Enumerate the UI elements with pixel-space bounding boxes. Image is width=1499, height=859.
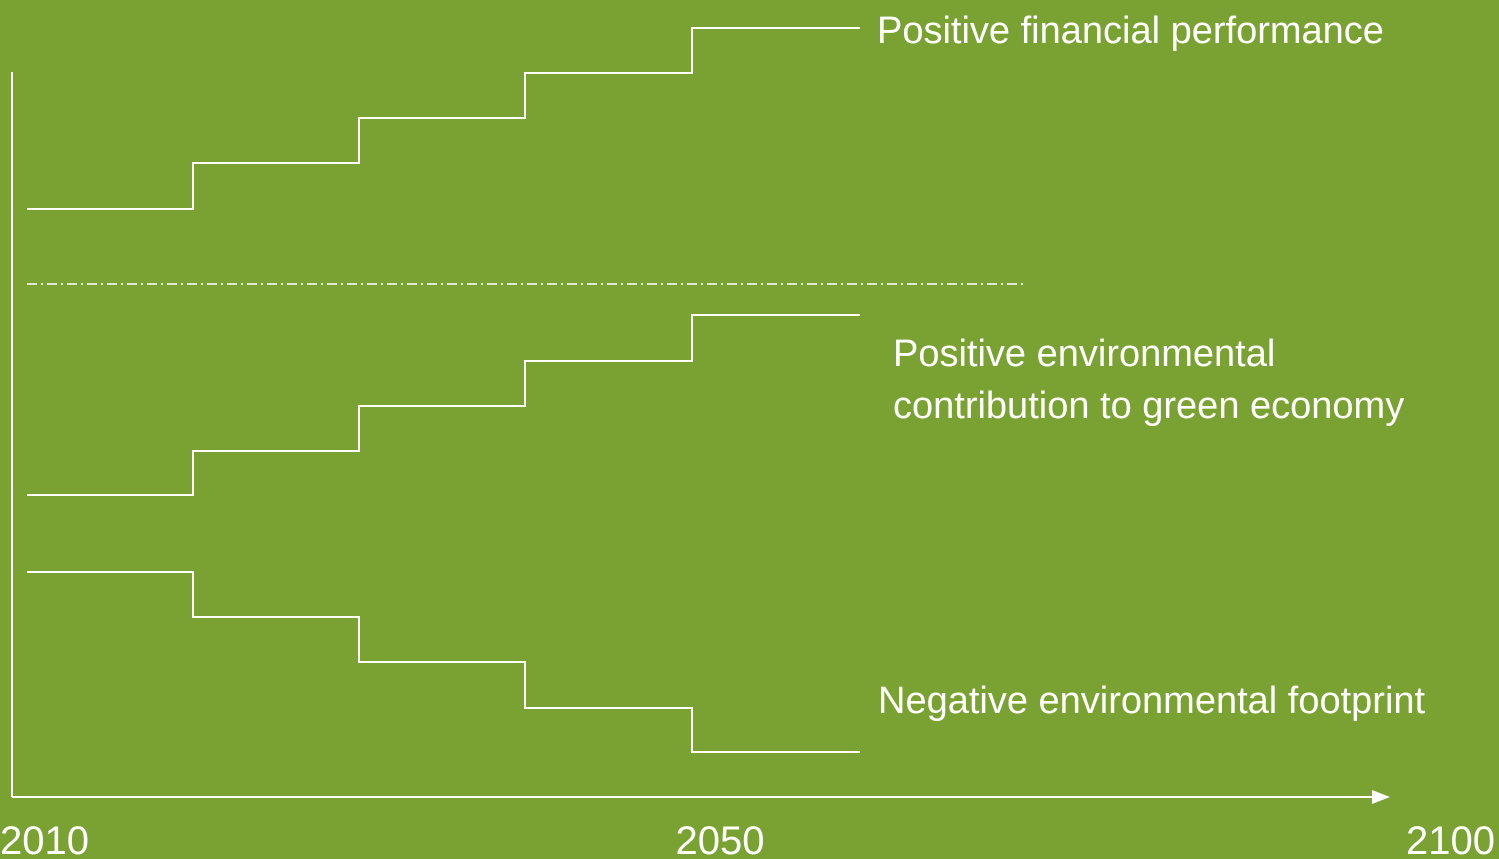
step-line [27, 27, 860, 210]
axis-label: 2050 [676, 819, 765, 859]
curve-label: Negative environmental footprint [878, 680, 1426, 722]
curve-label: Positive financial performance [877, 10, 1384, 52]
curve-label: Positive environmental [893, 333, 1275, 375]
axis-label: 2100 [1406, 819, 1495, 859]
step-line [27, 571, 860, 753]
axis-arrow [1372, 790, 1390, 804]
curve-label: contribution to green economy [893, 385, 1404, 427]
step-line [27, 314, 860, 496]
axis-label: 2010 [0, 819, 89, 859]
